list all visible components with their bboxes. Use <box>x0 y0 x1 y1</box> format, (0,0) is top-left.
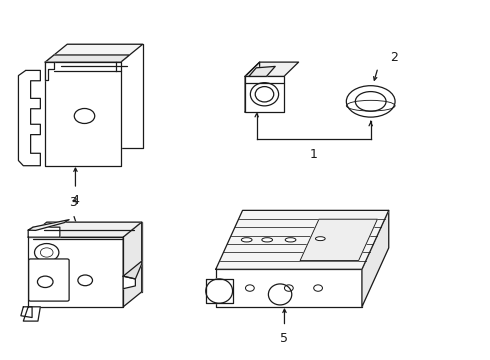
Ellipse shape <box>250 83 279 106</box>
Polygon shape <box>123 261 142 279</box>
Ellipse shape <box>262 238 272 242</box>
Polygon shape <box>47 222 142 292</box>
Polygon shape <box>45 62 121 166</box>
Polygon shape <box>28 220 69 230</box>
Text: 3: 3 <box>69 195 77 208</box>
Ellipse shape <box>346 86 395 117</box>
Ellipse shape <box>316 237 325 240</box>
Text: 1: 1 <box>310 148 318 161</box>
FancyBboxPatch shape <box>29 259 69 301</box>
Polygon shape <box>216 210 389 269</box>
Ellipse shape <box>269 284 292 305</box>
Polygon shape <box>216 269 362 307</box>
Ellipse shape <box>242 238 252 242</box>
Text: 5: 5 <box>280 332 289 345</box>
Polygon shape <box>245 62 298 76</box>
Polygon shape <box>24 307 40 321</box>
Ellipse shape <box>285 238 296 242</box>
Polygon shape <box>206 279 233 303</box>
Polygon shape <box>249 66 275 76</box>
Polygon shape <box>45 44 143 62</box>
Polygon shape <box>19 71 40 166</box>
Polygon shape <box>300 219 377 261</box>
Ellipse shape <box>346 100 395 111</box>
Polygon shape <box>123 222 142 307</box>
Polygon shape <box>67 44 143 148</box>
Polygon shape <box>45 62 54 80</box>
Polygon shape <box>28 227 60 237</box>
Polygon shape <box>245 76 284 112</box>
Polygon shape <box>362 210 389 307</box>
Ellipse shape <box>206 279 233 303</box>
Text: 4: 4 <box>72 194 79 207</box>
Polygon shape <box>28 222 142 237</box>
Polygon shape <box>45 55 129 62</box>
Polygon shape <box>21 307 32 318</box>
Polygon shape <box>123 276 135 289</box>
Ellipse shape <box>355 91 386 111</box>
Polygon shape <box>245 62 260 112</box>
Text: 2: 2 <box>390 51 398 64</box>
Polygon shape <box>28 237 123 307</box>
